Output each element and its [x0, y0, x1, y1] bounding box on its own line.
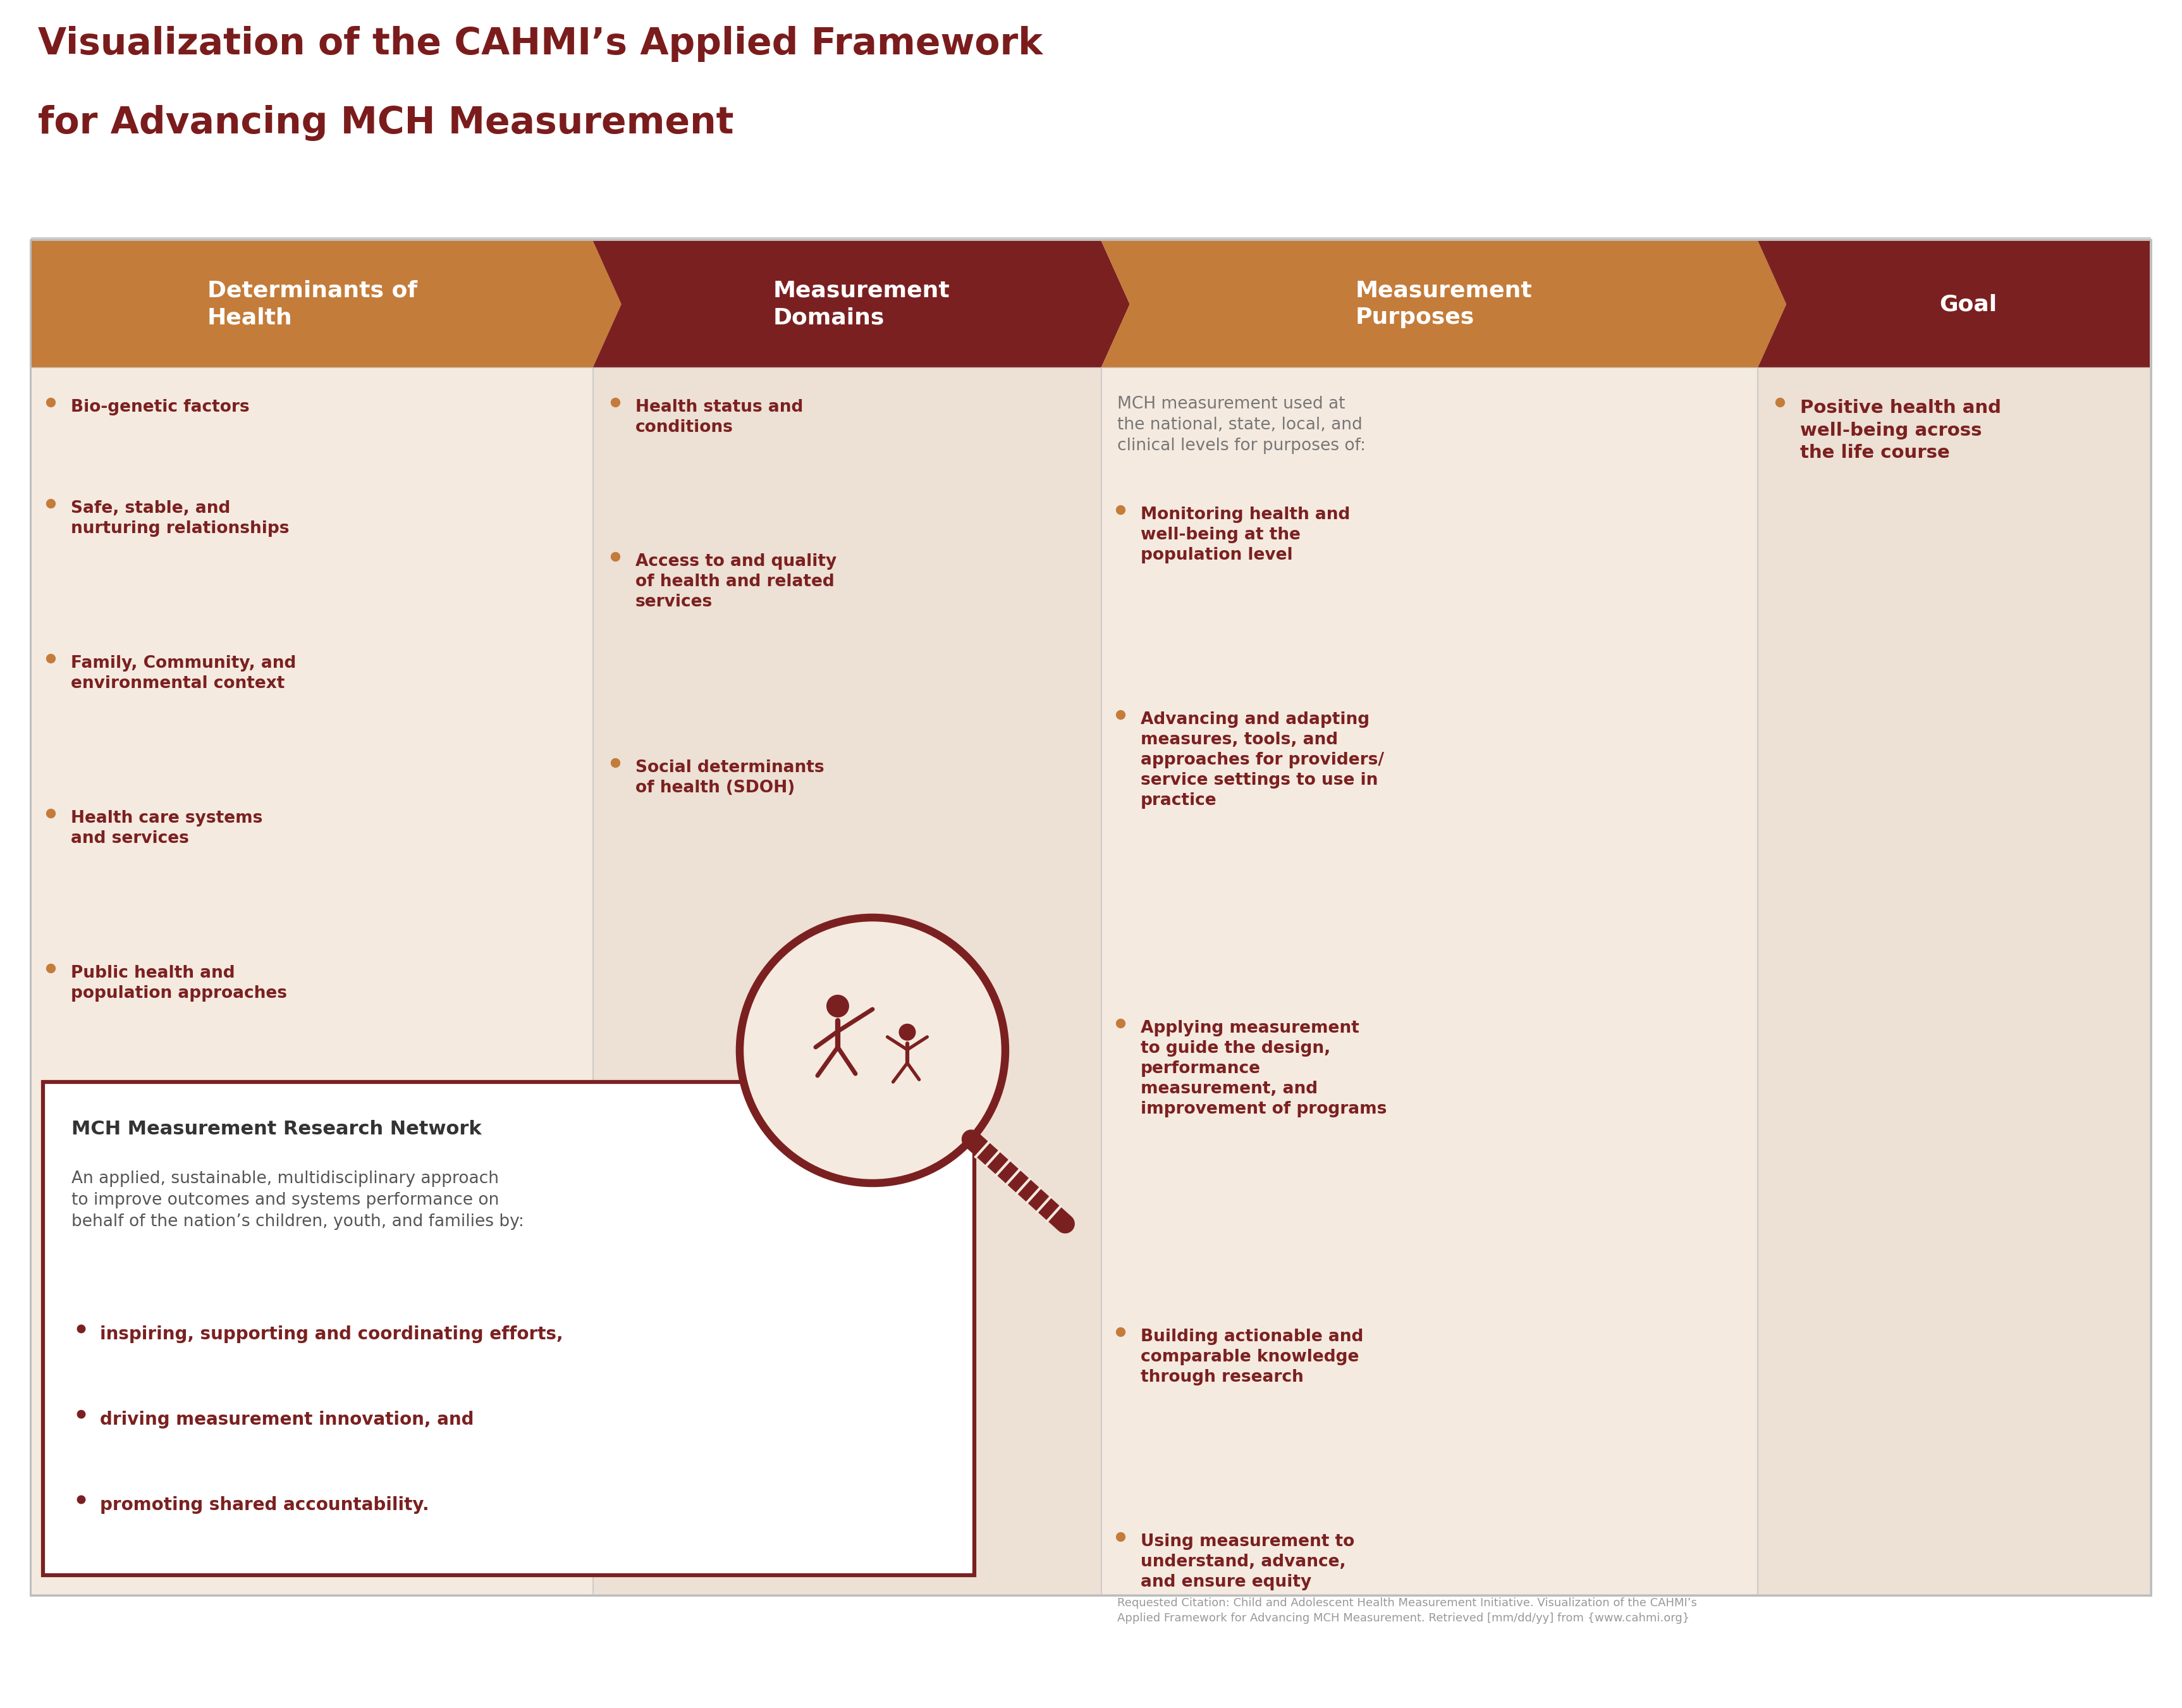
Text: Policy and
macro-economic factors: Policy and macro-economic factors — [70, 1120, 297, 1156]
Text: Determinants of
Health: Determinants of Health — [207, 280, 417, 328]
Bar — [31, 367, 594, 1594]
Text: Health status and
conditions: Health status and conditions — [635, 400, 803, 436]
Text: MCH measurement used at
the national, state, local, and
clinical levels for purp: MCH measurement used at the national, st… — [1117, 396, 1366, 454]
Text: Advancing and adapting
measures, tools, and
approaches for providers/
service se: Advancing and adapting measures, tools, … — [1141, 712, 1383, 810]
Text: Monitoring health and
well-being at the
population level: Monitoring health and well-being at the … — [1141, 507, 1351, 564]
Bar — [31, 237, 2149, 1594]
Circle shape — [740, 917, 1006, 1184]
Polygon shape — [1759, 241, 2149, 367]
Polygon shape — [594, 241, 1130, 367]
Text: Public health and
population approaches: Public health and population approaches — [70, 965, 288, 1001]
Circle shape — [899, 1023, 916, 1040]
Text: Using measurement to
understand, advance,
and ensure equity: Using measurement to understand, advance… — [1141, 1534, 1355, 1590]
Bar — [1759, 367, 2149, 1594]
Text: Requested Citation: Child and Adolescent Health Measurement Initiative. Visualiz: Requested Citation: Child and Adolescent… — [1117, 1597, 1698, 1624]
FancyBboxPatch shape — [44, 1081, 973, 1575]
Polygon shape — [1102, 241, 1787, 367]
Text: driving measurement innovation, and: driving measurement innovation, and — [100, 1411, 473, 1428]
Text: Building actionable and
comparable knowledge
through research: Building actionable and comparable knowl… — [1141, 1329, 1364, 1385]
Text: Applying measurement
to guide the design,
performance
measurement, and
improveme: Applying measurement to guide the design… — [1141, 1020, 1388, 1117]
Text: Goal: Goal — [1940, 294, 1997, 314]
Text: inspiring, supporting and coordinating efforts,: inspiring, supporting and coordinating e… — [100, 1325, 563, 1342]
Text: An applied, sustainable, multidisciplinary approach
to improve outcomes and syst: An applied, sustainable, multidisciplina… — [72, 1170, 524, 1230]
Text: Positive health and
well-being across
the life course: Positive health and well-being across th… — [1800, 400, 2001, 461]
Text: Safe, stable, and
nurturing relationships: Safe, stable, and nurturing relationship… — [70, 500, 290, 536]
Text: promoting shared accountability.: promoting shared accountability. — [100, 1496, 430, 1513]
Text: Measurement
Purposes: Measurement Purposes — [1355, 280, 1532, 328]
Text: Measurement
Domains: Measurement Domains — [772, 280, 949, 328]
Bar — [1102, 367, 1759, 1594]
Text: Visualization of the CAHMI’s Applied Framework: Visualization of the CAHMI’s Applied Fra… — [37, 26, 1043, 61]
Text: Social determinants
of health (SDOH): Social determinants of health (SDOH) — [635, 760, 825, 796]
Bar — [594, 367, 1102, 1594]
Polygon shape — [31, 241, 622, 367]
Text: Health care systems
and services: Health care systems and services — [70, 810, 262, 847]
Text: MCH Measurement Research Network: MCH Measurement Research Network — [72, 1120, 482, 1138]
Text: Access to and quality
of health and related
services: Access to and quality of health and rela… — [635, 553, 836, 610]
Text: Family, Community, and
environmental context: Family, Community, and environmental con… — [70, 656, 297, 692]
Circle shape — [827, 994, 849, 1018]
Text: Bio-genetic factors: Bio-genetic factors — [70, 400, 249, 415]
Text: for Advancing MCH Measurement: for Advancing MCH Measurement — [37, 104, 733, 142]
